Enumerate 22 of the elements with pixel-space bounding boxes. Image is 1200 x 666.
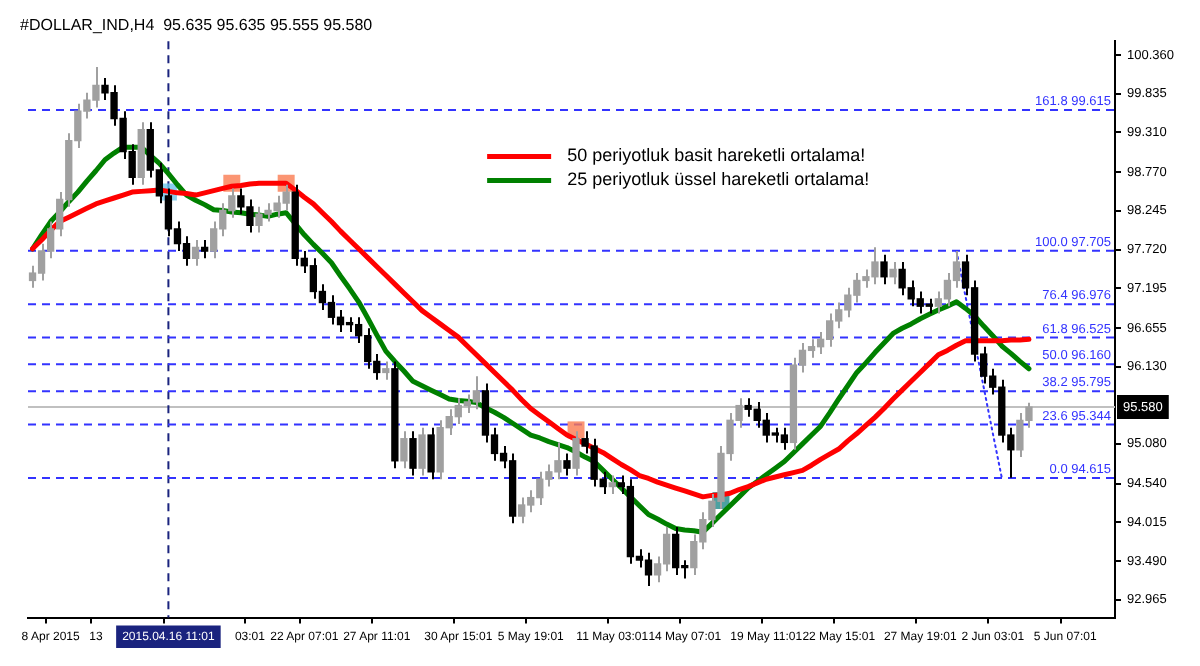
candlestick — [191, 238, 200, 267]
candlestick — [572, 430, 580, 477]
legend-label: 50 periyotluk basit hareketli ortalama! — [567, 145, 866, 166]
chart-title: #DOLLAR_IND,H4 95.635 95.635 95.555 95.580 — [20, 16, 374, 35]
candlestick — [672, 526, 680, 576]
candlestick — [807, 338, 816, 359]
candlestick — [418, 426, 426, 477]
candlestick — [780, 426, 789, 451]
candlestick — [889, 261, 897, 286]
candlestick — [427, 426, 435, 481]
candlestick — [472, 375, 481, 411]
candlestick — [409, 430, 417, 477]
candlestick — [382, 360, 390, 381]
candlestick — [327, 294, 336, 326]
candlestick — [563, 452, 571, 477]
legend-label: 25 periyotluk üssel hareketli ortalama! — [567, 169, 870, 190]
candlestick — [518, 496, 526, 525]
candlestick — [608, 474, 616, 495]
candlestick — [400, 430, 408, 470]
candlestick — [644, 551, 653, 587]
candlestick — [880, 253, 888, 286]
candlestick — [200, 238, 209, 260]
